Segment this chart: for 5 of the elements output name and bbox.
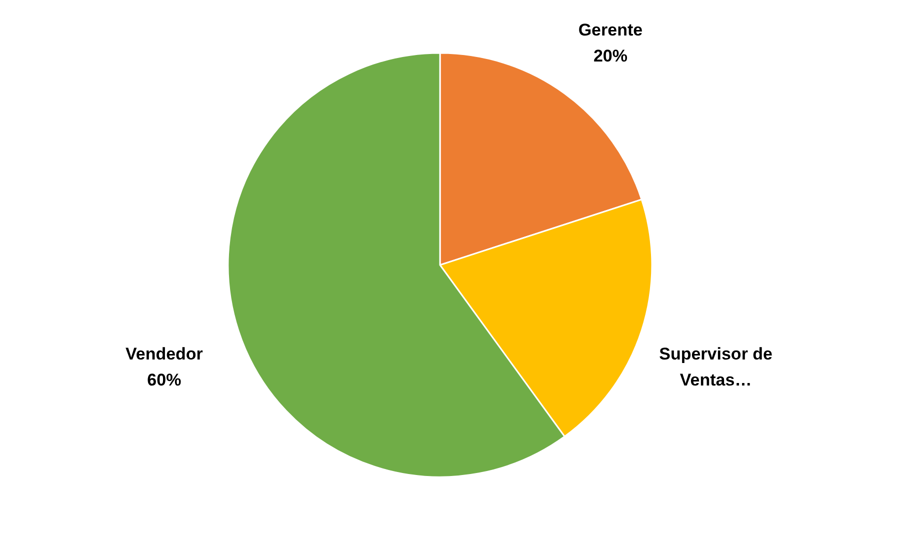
slice-label: Vendedor [125, 344, 204, 364]
data-label: 20% [593, 46, 628, 66]
data-label: 60% [147, 370, 182, 390]
slice-label: Supervisor de Ventas… [659, 344, 772, 390]
slice-label: Gerente [578, 20, 643, 40]
